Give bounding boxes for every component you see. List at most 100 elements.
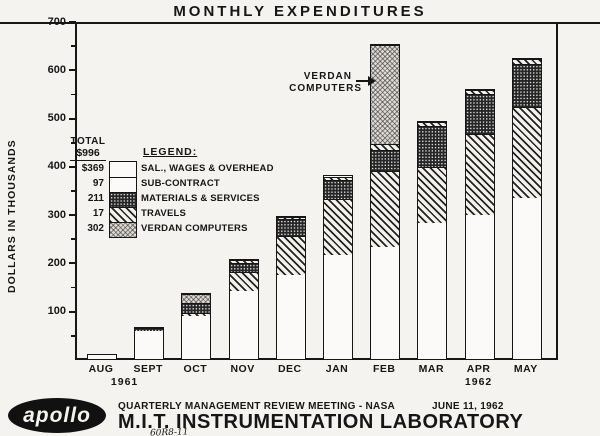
footer-meeting-text: QUARTERLY MANAGEMENT REVIEW MEETING - NA… [118, 401, 396, 412]
y-axis-line [75, 22, 77, 360]
x-tick-label-aug: AUG [88, 363, 114, 375]
bar-segment-materials-services [182, 303, 211, 313]
legend-label: VERDAN COMPUTERS [141, 223, 248, 234]
bar-segment-sub-contract [418, 167, 447, 223]
legend-values-column: $369 97 211 17 302 [56, 161, 104, 236]
y-tick-label: 500 [47, 112, 66, 125]
legend-swatch-diagonal [110, 207, 136, 222]
x-tick-label-sept: SEPT [133, 363, 163, 375]
y-tick-label: 700 [47, 15, 66, 28]
bar-segment-sal-wages-overhead [324, 255, 352, 359]
legend-swatch-white [110, 162, 136, 177]
bar-may [511, 57, 542, 360]
y-tick-minor [71, 141, 76, 144]
bar-segment-materials-services [135, 327, 164, 332]
bar-segment-sub-contract [276, 235, 305, 275]
bar-dec [275, 215, 306, 360]
bar-segment-travels [512, 58, 541, 65]
bar-segment-travels [229, 260, 258, 263]
apollo-logo-text: apollo [23, 403, 91, 427]
bar-oct [181, 292, 212, 360]
bar-segment-sub-contract [182, 312, 211, 316]
y-tick-label: 300 [47, 208, 66, 221]
x-tick-label-feb: FEB [372, 363, 396, 375]
bar-apr [464, 88, 495, 360]
y-tick-label: 100 [47, 305, 66, 318]
bar-segment-sal-wages-overhead [229, 291, 258, 359]
y-tick-major [69, 21, 76, 23]
bar-segment-materials-services [229, 262, 258, 273]
bar-segment-travels [371, 143, 400, 151]
bar-segment-sub-contract [371, 170, 400, 247]
arrowhead-icon [368, 76, 376, 86]
bar-segment-sal-wages-overhead [276, 274, 305, 359]
x-tick-label-oct: OCT [183, 363, 208, 375]
legend-label: TRAVELS [141, 208, 187, 219]
legend-heading: LEGEND: [143, 146, 198, 158]
bar-segment-sub-contract [512, 107, 541, 199]
bar-segment-sal-wages-overhead [182, 315, 211, 359]
legend-label: SAL., WAGES & OVERHEAD [141, 163, 274, 174]
bar-segment-travels [276, 216, 305, 220]
y-tick-major [69, 117, 76, 120]
x-axis-line [75, 358, 558, 360]
x-tick-label-nov: NOV [230, 363, 255, 375]
x-tick-label-mar: MAR [418, 363, 445, 375]
footer-organization: M.I.T. INSTRUMENTATION LABORATORY [118, 411, 524, 433]
bar-segment-travels [324, 176, 352, 181]
y-tick-major [69, 310, 76, 313]
bar-segment-materials-services [465, 94, 494, 135]
bar-mar [417, 121, 448, 360]
legend-value: 302 [87, 223, 104, 234]
legend-swatch-stack [109, 161, 137, 238]
legend-swatch-white [110, 177, 136, 192]
bar-segment-sal-wages-overhead [371, 246, 400, 359]
bar-nov [228, 259, 259, 360]
bar-segment-sal-wages-overhead [418, 222, 447, 359]
bar-segment-materials-services [276, 219, 305, 236]
chart-title: MONTHLY EXPENDITURES [173, 3, 427, 20]
verdan-annotation-line2: COMPUTERS [289, 83, 362, 94]
legend-value: $369 [81, 163, 104, 174]
arrow-icon [356, 80, 369, 82]
bar-segment-verdan-computers [371, 45, 400, 144]
legend-label: SUB-CONTRACT [141, 178, 220, 189]
bar-segment-materials-services [418, 126, 447, 168]
legend-total-label: TOTAL [70, 136, 106, 147]
y-tick-label: 200 [47, 256, 66, 269]
x-tick-label-jan: JAN [325, 363, 349, 375]
chart-frame-top [0, 22, 600, 24]
bar-aug [87, 354, 117, 360]
year-label-1961: 1961 [110, 376, 139, 388]
legend-value: 211 [87, 193, 104, 204]
y-tick-minor [71, 286, 76, 289]
x-tick-label-apr: APR [466, 363, 491, 375]
bar-segment-sal-wages-overhead [135, 331, 164, 359]
legend-swatch-stipple-light [110, 222, 136, 237]
x-tick-label-may: MAY [513, 363, 538, 375]
bar-sept [134, 326, 165, 360]
y-tick-label: 600 [47, 63, 66, 76]
bar-jan [323, 175, 353, 360]
bar-segment-materials-services [371, 150, 400, 171]
footer-date: JUNE 11, 1962 [432, 401, 504, 412]
y-tick-minor [71, 190, 76, 192]
legend-swatch-crosshatch-dark [110, 192, 136, 207]
x-tick-label-dec: DEC [277, 363, 302, 375]
y-tick-minor [71, 238, 76, 241]
legend-labels-column: SAL., WAGES & OVERHEAD SUB-CONTRACT MATERI… [141, 161, 274, 236]
y-tick-major [69, 214, 76, 217]
y-tick-label: 400 [47, 160, 66, 173]
bar-segment-sal-wages-overhead [88, 355, 116, 359]
legend-value: 17 [92, 208, 104, 219]
bar-segment-sub-contract [324, 198, 352, 256]
legend-value: 97 [92, 178, 104, 189]
y-tick-major [69, 262, 76, 265]
bar-feb [370, 44, 401, 360]
handwritten-note: 60R8-11 [149, 427, 189, 436]
legend-label: MATERIALS & SERVICES [141, 193, 260, 204]
bar-segment-materials-services [324, 180, 352, 199]
y-tick-major [69, 165, 76, 168]
bar-segment-travels [418, 122, 447, 127]
chart-frame-right [556, 22, 558, 360]
